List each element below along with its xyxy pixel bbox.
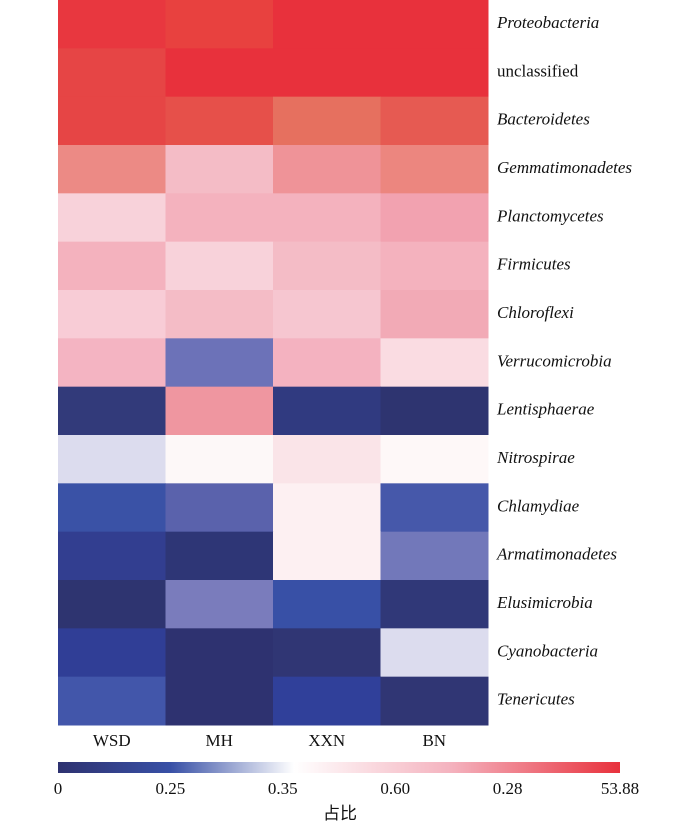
heat-cell: [58, 676, 166, 726]
heat-cell: [165, 483, 274, 533]
heat-cell: [380, 48, 489, 98]
heat-cell: [273, 145, 381, 194]
row-label: Tenericutes: [497, 690, 575, 709]
row-label: Proteobacteria: [496, 13, 599, 32]
heat-cell: [165, 531, 274, 581]
column-label: MH: [206, 731, 233, 750]
heat-cell: [58, 290, 166, 339]
heat-cell: [58, 531, 166, 581]
row-label: Cyanobacteria: [497, 641, 598, 660]
heat-cell: [165, 338, 274, 388]
heat-cell: [165, 0, 274, 49]
row-label: Nitrospirae: [496, 448, 575, 467]
heat-cell: [380, 483, 489, 533]
row-label: Verrucomicrobia: [497, 351, 612, 370]
colorbar-label: 53.88: [601, 779, 639, 798]
heat-cell: [273, 676, 381, 726]
heat-cell: [58, 0, 166, 49]
row-label: Firmicutes: [496, 255, 571, 274]
row-label: Lentisphaerae: [496, 400, 595, 419]
heat-cell: [165, 580, 274, 629]
heat-cell: [165, 676, 274, 726]
heat-cell: [273, 290, 381, 339]
row-label: Chloroflexi: [497, 303, 574, 322]
heat-cell: [273, 580, 381, 629]
heat-cell: [273, 0, 381, 49]
heat-cell: [165, 290, 274, 339]
heat-cell: [380, 580, 489, 629]
heat-cell: [273, 483, 381, 533]
heat-cell: [165, 48, 274, 98]
heat-cell: [380, 338, 489, 388]
heat-cell: [165, 193, 274, 243]
heat-cell: [380, 96, 489, 146]
heat-cell: [380, 241, 489, 291]
heat-cell: [165, 435, 274, 484]
colorbar: [58, 762, 620, 773]
heat-cell: [58, 435, 166, 484]
colorbar-label: 0.28: [493, 779, 523, 798]
column-label: WSD: [93, 731, 131, 750]
row-label: Chlamydiae: [497, 496, 580, 515]
heat-cell: [380, 628, 489, 678]
heat-cell: [273, 193, 381, 243]
heat-cell: [58, 145, 166, 194]
heat-cell: [58, 96, 166, 146]
row-label: Gemmatimonadetes: [497, 158, 632, 177]
row-label: Bacteroidetes: [497, 110, 590, 129]
heat-cell: [380, 0, 489, 49]
heat-cell: [58, 483, 166, 533]
colorbar-label: 0.60: [380, 779, 410, 798]
heat-cell: [380, 193, 489, 243]
heat-cell: [273, 338, 381, 388]
heat-cell: [58, 241, 166, 291]
heat-cell: [380, 531, 489, 581]
heat-cell: [273, 386, 381, 436]
heat-cell: [58, 580, 166, 629]
heat-cell: [58, 48, 166, 98]
heat-cell: [273, 435, 381, 484]
column-label: XXN: [308, 731, 345, 750]
colorbar-title: 占比: [323, 804, 357, 823]
heat-cell: [273, 531, 381, 581]
heat-cell: [380, 145, 489, 194]
heat-cell: [380, 676, 489, 726]
heat-cell: [273, 241, 381, 291]
heat-cell: [273, 628, 381, 678]
heat-cell: [165, 386, 274, 436]
heat-cell: [165, 241, 274, 291]
heat-cell: [380, 435, 489, 484]
heat-cell: [380, 290, 489, 339]
heat-cell: [273, 48, 381, 98]
row-label: Planctomycetes: [496, 206, 604, 225]
heat-cell: [165, 145, 274, 194]
row-label: Armatimonadetes: [496, 545, 617, 564]
row-label: Elusimicrobia: [496, 593, 593, 612]
heat-cell: [165, 628, 274, 678]
heat-cell: [58, 386, 166, 436]
column-label: BN: [422, 731, 446, 750]
heat-cell: [58, 338, 166, 388]
heat-cell: [273, 96, 381, 146]
heat-cell: [165, 96, 274, 146]
colorbar-label: 0: [54, 779, 63, 798]
colorbar-label: 0.35: [268, 779, 298, 798]
heat-cell: [58, 193, 166, 243]
colorbar-label: 0.25: [156, 779, 186, 798]
heat-cell: [58, 628, 166, 678]
heat-cell: [380, 386, 489, 436]
row-label: unclassified: [497, 61, 579, 80]
